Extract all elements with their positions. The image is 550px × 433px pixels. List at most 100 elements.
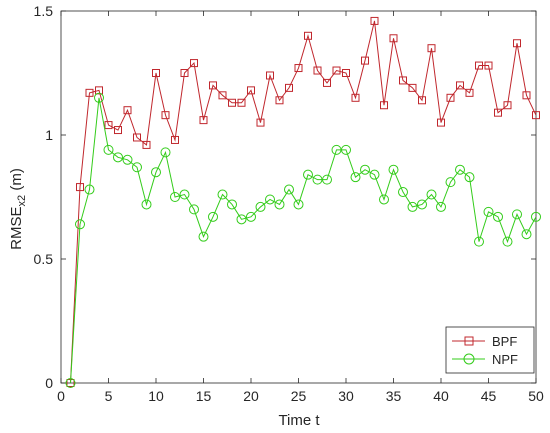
data-point-bpf bbox=[313, 66, 322, 75]
data-point-npf bbox=[236, 214, 247, 225]
series-line-npf bbox=[70, 97, 537, 384]
data-point-bpf bbox=[228, 98, 236, 107]
data-point-bpf bbox=[342, 69, 350, 77]
data-point-npf bbox=[75, 219, 85, 230]
data-point-npf bbox=[341, 144, 351, 155]
legend-marker-bpf bbox=[464, 336, 474, 346]
data-point-bpf bbox=[532, 111, 540, 120]
data-point-npf bbox=[284, 184, 294, 195]
data-point-npf bbox=[512, 209, 522, 220]
data-point-bpf bbox=[389, 34, 398, 43]
x-tick-label: 10 bbox=[148, 388, 164, 404]
data-point-npf bbox=[350, 172, 361, 183]
data-point-npf bbox=[379, 194, 389, 205]
data-point-bpf bbox=[446, 93, 455, 102]
y-axis-label: RMSEx2 (m) bbox=[8, 168, 28, 250]
data-point-bpf bbox=[171, 135, 179, 144]
data-point-npf bbox=[398, 187, 408, 198]
data-point-npf bbox=[303, 169, 313, 180]
series-layer bbox=[65, 16, 541, 388]
data-point-npf bbox=[179, 189, 190, 200]
data-point-npf bbox=[132, 162, 142, 173]
data-point-npf bbox=[208, 211, 218, 222]
y-axis-label-unit: (m) bbox=[8, 168, 25, 195]
data-point-npf bbox=[151, 167, 161, 178]
legend-marker-npf bbox=[463, 353, 475, 365]
data-point-bpf bbox=[465, 88, 474, 97]
x-tick-label: 40 bbox=[433, 388, 449, 404]
data-point-bpf bbox=[304, 31, 312, 40]
data-point-npf bbox=[322, 174, 332, 185]
data-point-npf bbox=[436, 201, 446, 212]
data-point-npf bbox=[255, 201, 266, 212]
y-tick-label: 1 bbox=[45, 127, 53, 143]
data-point-bpf bbox=[152, 69, 160, 77]
data-point-bpf bbox=[142, 140, 151, 149]
data-point-npf bbox=[407, 201, 418, 212]
x-axis-label: Time t bbox=[278, 412, 320, 429]
data-point-npf bbox=[369, 169, 380, 180]
axis-ticks bbox=[60, 10, 537, 384]
data-point-bpf bbox=[275, 96, 284, 105]
data-point-bpf bbox=[114, 126, 122, 135]
data-point-bpf bbox=[161, 111, 170, 120]
data-point-bpf bbox=[76, 183, 84, 192]
data-point-bpf bbox=[494, 108, 502, 117]
data-point-npf bbox=[445, 177, 456, 188]
data-point-bpf bbox=[332, 66, 341, 75]
data-point-bpf bbox=[503, 101, 512, 110]
data-point-npf bbox=[521, 229, 532, 240]
data-point-npf bbox=[94, 92, 104, 103]
data-point-npf bbox=[483, 206, 494, 217]
legend-label-npf: NPF bbox=[492, 352, 518, 367]
data-point-bpf bbox=[351, 93, 360, 102]
x-tick-label: 50 bbox=[528, 388, 544, 404]
data-point-npf bbox=[160, 147, 171, 158]
data-point-npf bbox=[274, 199, 285, 210]
data-point-bpf bbox=[199, 116, 208, 125]
data-point-bpf bbox=[380, 101, 388, 110]
data-point-npf bbox=[455, 164, 465, 175]
data-point-bpf bbox=[180, 69, 189, 77]
x-tick-label: 30 bbox=[338, 388, 354, 404]
plot-border bbox=[60, 10, 537, 384]
data-point-bpf bbox=[399, 76, 407, 85]
data-point-bpf bbox=[256, 118, 265, 127]
legend-label-bpf: BPF bbox=[492, 334, 517, 349]
data-point-npf bbox=[103, 144, 114, 155]
y-tick-label: 0.5 bbox=[34, 251, 54, 267]
data-point-npf bbox=[84, 184, 95, 195]
data-point-npf bbox=[417, 199, 427, 210]
data-point-bpf bbox=[209, 81, 217, 90]
data-point-bpf bbox=[85, 88, 94, 97]
data-point-npf bbox=[293, 199, 304, 210]
data-point-bpf bbox=[427, 44, 436, 53]
data-point-bpf bbox=[294, 64, 303, 73]
y-axis-label-main: RMSE bbox=[8, 206, 25, 249]
plot-area bbox=[60, 10, 537, 384]
legend-box bbox=[445, 326, 535, 374]
x-tick-label: 45 bbox=[481, 388, 497, 404]
x-tick-label: 5 bbox=[105, 388, 113, 404]
data-point-bpf bbox=[323, 78, 331, 87]
x-tick-label: 35 bbox=[386, 388, 402, 404]
data-point-bpf bbox=[456, 81, 464, 90]
data-point-bpf bbox=[418, 96, 426, 105]
data-point-npf bbox=[464, 172, 475, 183]
data-point-bpf bbox=[285, 83, 293, 92]
x-tick-label: 15 bbox=[196, 388, 212, 404]
data-point-npf bbox=[493, 211, 503, 222]
data-point-bpf bbox=[133, 133, 141, 142]
data-point-npf bbox=[474, 236, 484, 247]
data-point-bpf bbox=[475, 61, 483, 70]
data-point-npf bbox=[227, 199, 237, 210]
data-point-bpf bbox=[484, 61, 493, 70]
data-point-bpf bbox=[361, 56, 369, 65]
data-point-bpf bbox=[95, 86, 103, 95]
data-point-bpf bbox=[104, 121, 113, 130]
data-point-npf bbox=[265, 194, 275, 205]
data-point-bpf bbox=[237, 98, 246, 107]
data-point-bpf bbox=[437, 118, 445, 127]
data-point-npf bbox=[217, 189, 228, 200]
data-point-npf bbox=[388, 164, 399, 175]
